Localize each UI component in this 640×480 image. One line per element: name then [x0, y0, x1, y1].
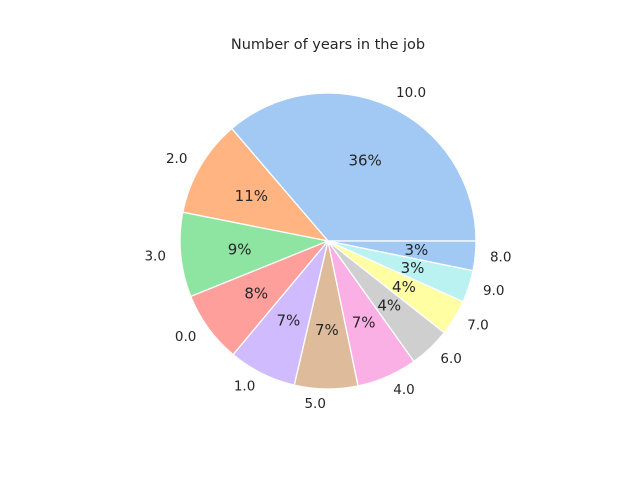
slice-percent-label: 9%: [228, 240, 252, 258]
slice-label: 8.0: [490, 249, 511, 265]
pie-slices: [179, 92, 477, 390]
slice-label: 0.0: [175, 329, 196, 345]
pie-slice: [327, 240, 477, 272]
slice-percent-label: 4%: [392, 278, 416, 296]
slice-percent-label: 7%: [315, 321, 339, 339]
slice-label: 3.0: [144, 248, 165, 264]
slice-label: 6.0: [440, 351, 461, 367]
slice-label: 1.0: [234, 379, 255, 395]
chart-title: Number of years in the job: [231, 37, 425, 53]
pie-slice: [230, 92, 477, 242]
slice-label: 10.0: [396, 85, 426, 101]
slice-percent-label: 36%: [348, 151, 381, 169]
pie-slice: [182, 127, 330, 243]
slice-percent-label: 7%: [276, 311, 300, 329]
slice-percent-label: 11%: [235, 187, 268, 205]
slice-percent-label: 4%: [377, 296, 401, 314]
slice-percent-label: 7%: [352, 313, 376, 331]
pie-labels: 10.0 36% 2.0 11% 3.0 9% 0.0 8% 1.0 7% 5.0 7% 4.0 7% 6.…: [144, 85, 511, 412]
slice-label: 2.0: [166, 151, 187, 167]
slice-label: 7.0: [467, 317, 488, 333]
slice-label: 5.0: [304, 396, 325, 412]
slice-percent-label: 3%: [404, 241, 428, 259]
slice-percent-label: 8%: [244, 284, 268, 302]
pie-slice: [179, 211, 331, 298]
slice-label: 4.0: [393, 382, 414, 398]
slice-label: 9.0: [483, 283, 504, 299]
slice-percent-label: 3%: [401, 259, 425, 277]
